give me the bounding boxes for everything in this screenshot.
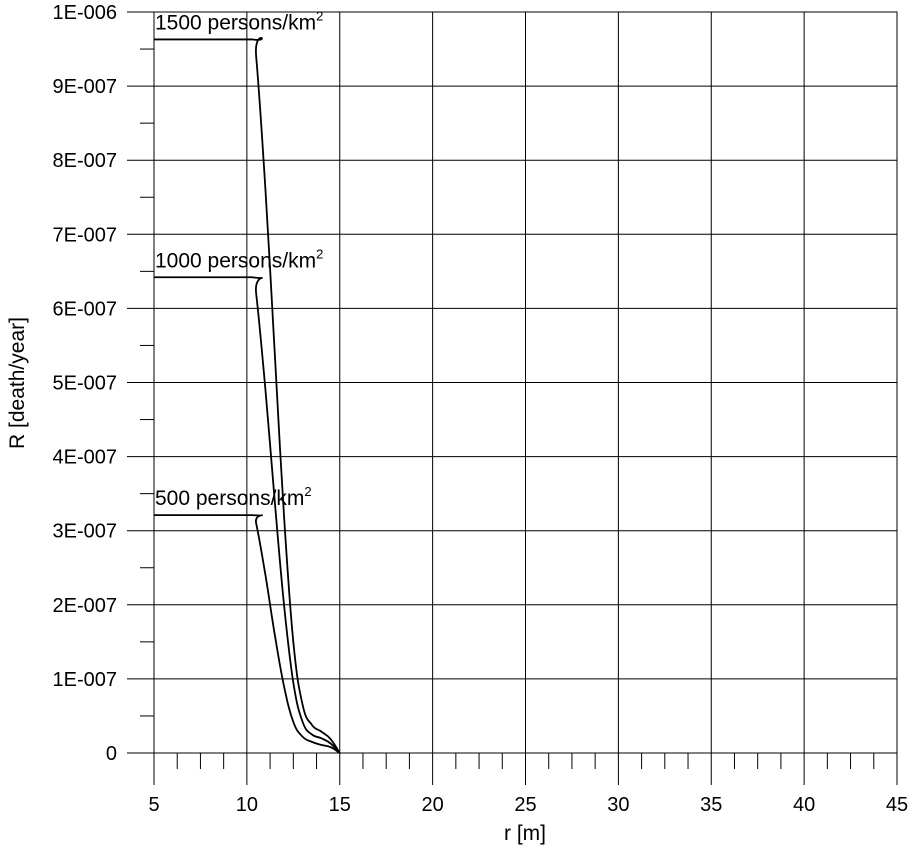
y-tick-label: 4E-007 [53,447,118,469]
plot-frame [153,11,898,754]
series-label: 500 persons/km2 [155,484,312,510]
series-line [154,276,341,754]
grid [153,11,898,754]
y-tick-label: 3E-007 [53,521,118,543]
y-tick-label: 6E-007 [53,298,118,320]
y-tick-label: 8E-007 [53,150,118,172]
y-tick-label: 1E-006 [53,2,118,24]
x-tick-label: 35 [700,794,722,816]
x-axis-title: r [m] [504,822,546,845]
series-lines [154,37,341,754]
series-label-text: 1000 persons/km [155,249,316,272]
series-label-superscript: 2 [316,8,323,23]
y-tick-label: 2E-007 [53,595,118,617]
series-label-text: 500 persons/km [155,487,304,510]
x-tick-label: 25 [514,794,536,816]
y-tick-label: 9E-007 [53,76,118,98]
series-label-text: 1500 persons/km [155,11,316,34]
y-tick-label: 0 [106,743,117,765]
x-tick-label: 10 [236,794,258,816]
series-label-superscript: 2 [316,246,323,261]
y-tick-label: 1E-007 [53,669,118,691]
x-tick-label: 5 [148,794,159,816]
series-label: 1000 persons/km2 [155,246,323,272]
series-line [154,514,341,754]
x-tick-label: 30 [607,794,629,816]
axes: 5 10 15 20 25 30 35 40 45 0 1E-007 2E-007 3E-007 4E-0… [53,2,909,816]
series-label: 1500 persons/km2 [155,8,323,34]
x-tick-label: 15 [329,794,351,816]
y-tick-label: 7E-007 [53,224,118,246]
series-line [154,37,341,754]
x-tick-label: 45 [886,794,908,816]
series-label-superscript: 2 [304,484,311,499]
x-tick-label: 20 [422,794,444,816]
y-tick-label: 5E-007 [53,373,118,395]
x-tick-label: 40 [793,794,815,816]
y-axis-title: R [death/year] [6,317,29,449]
